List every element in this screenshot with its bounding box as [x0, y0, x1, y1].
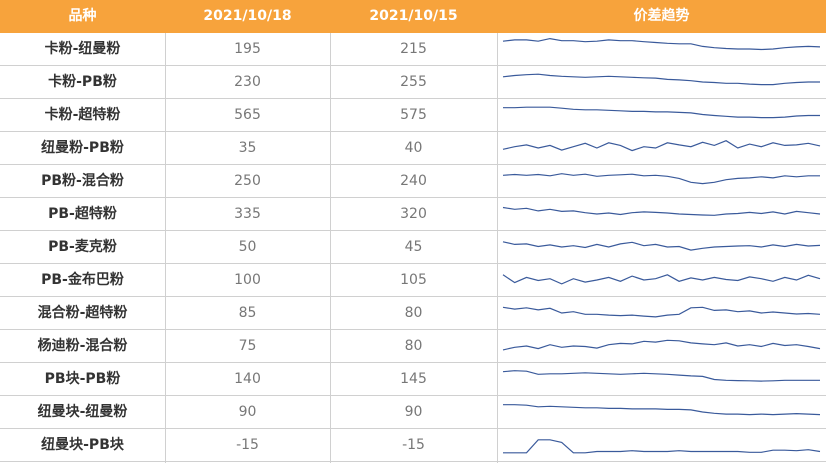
trend-line: [502, 73, 820, 86]
trend-line: [502, 37, 821, 51]
table-row: 杨迪粉-混合粉 75 80: [0, 330, 826, 363]
table-header: 品种 2021/10/18 2021/10/15 价差趋势: [0, 0, 826, 33]
trend-line: [502, 241, 821, 251]
row-value-date2: 145: [400, 371, 427, 387]
trend-sparkline: [502, 339, 821, 351]
trend-line: [502, 274, 821, 285]
row-name: 卡粉-纽曼粉: [44, 41, 121, 57]
table-row: 卡粉-超特粉 565 575: [0, 99, 826, 132]
row-value-date2: 240: [400, 173, 427, 189]
row-name: PB-超特粉: [48, 206, 117, 222]
row-value-date1: 35: [238, 140, 257, 156]
row-value-date1: 335: [234, 206, 261, 222]
column-divider: [165, 33, 166, 463]
row-name: 纽曼块-纽曼粉: [37, 404, 128, 420]
trend-sparkline: [502, 206, 821, 216]
trend-line: [503, 439, 821, 454]
row-name: 纽曼块-PB块: [41, 437, 124, 453]
table-row: PB-超特粉 335 320: [0, 198, 826, 231]
row-value-date2: 105: [400, 272, 427, 288]
row-value-date1: -15: [236, 437, 259, 453]
row-value-date2: 40: [404, 140, 423, 156]
row-value-date2: -15: [402, 437, 425, 453]
row-value-date2: 90: [404, 404, 423, 420]
row-name: 混合粉-超特粉: [37, 305, 128, 321]
trend-sparkline: [502, 140, 821, 152]
trend-sparkline: [503, 439, 821, 454]
row-value-date1: 195: [234, 41, 261, 57]
row-value-date1: 565: [234, 107, 261, 123]
header-trend: 价差趋势: [633, 8, 690, 24]
row-value-date2: 215: [400, 41, 427, 57]
row-name: PB-金布巴粉: [41, 272, 124, 288]
row-value-date1: 50: [238, 239, 257, 255]
table-row: PB粉-混合粉 250 240: [0, 165, 826, 198]
row-name: 卡粉-PB粉: [48, 74, 117, 90]
trend-sparkline: [502, 241, 821, 251]
table-row: PB块-PB粉 140 145: [0, 363, 826, 396]
row-name: 杨迪粉-混合粉: [37, 338, 128, 354]
trend-line: [503, 106, 820, 119]
column-divider: [497, 33, 498, 463]
row-value-date1: 75: [238, 338, 257, 354]
row-value-date2: 575: [400, 107, 427, 123]
row-name: PB粉-混合粉: [41, 173, 124, 189]
table-row: PB-麦克粉 50 45: [0, 231, 826, 264]
trend-line: [503, 404, 821, 416]
row-value-date1: 100: [234, 272, 261, 288]
trend-line: [502, 370, 820, 382]
trend-line: [502, 140, 821, 152]
trend-sparkline: [502, 73, 820, 86]
trend-line: [502, 306, 821, 318]
row-value-date2: 255: [400, 74, 427, 90]
trend-sparkline: [502, 274, 821, 285]
row-name: 纽曼粉-PB粉: [41, 140, 124, 156]
header-date1: 2021/10/18: [203, 8, 292, 24]
row-value-date1: 250: [234, 173, 261, 189]
table-row: 纽曼块-纽曼粉 90 90: [0, 396, 826, 429]
table-row: 卡粉-纽曼粉 195 215: [0, 33, 826, 66]
trend-sparkline: [503, 404, 821, 416]
trend-line: [502, 173, 820, 185]
row-value-date1: 90: [238, 404, 257, 420]
row-name: 卡粉-超特粉: [44, 107, 121, 123]
column-divider: [330, 33, 331, 463]
header-name: 品种: [68, 8, 97, 24]
trend-line: [502, 206, 821, 216]
header-date2: 2021/10/15: [369, 8, 458, 24]
trend-sparkline: [503, 106, 820, 119]
table-row: 纽曼块-PB块 -15 -15: [0, 429, 826, 462]
trend-sparkline: [502, 306, 821, 318]
table-row: PB-金布巴粉 100 105: [0, 264, 826, 297]
trend-sparkline: [502, 37, 821, 51]
row-name: PB块-PB粉: [44, 371, 121, 387]
trend-sparkline: [502, 370, 820, 382]
table-row: 卡粉-PB粉 230 255: [0, 66, 826, 99]
row-name: PB-麦克粉: [48, 239, 117, 255]
table-row: 混合粉-超特粉 85 80: [0, 297, 826, 330]
trend-line: [502, 339, 821, 351]
row-value-date1: 85: [238, 305, 257, 321]
row-value-date2: 45: [404, 239, 423, 255]
row-value-date2: 80: [404, 338, 423, 354]
trend-sparkline: [502, 173, 820, 185]
row-value-date2: 80: [404, 305, 423, 321]
table-row: 纽曼粉-PB粉 35 40: [0, 132, 826, 165]
row-value-date1: 140: [234, 371, 261, 387]
row-value-date1: 230: [234, 74, 261, 90]
row-value-date2: 320: [400, 206, 427, 222]
